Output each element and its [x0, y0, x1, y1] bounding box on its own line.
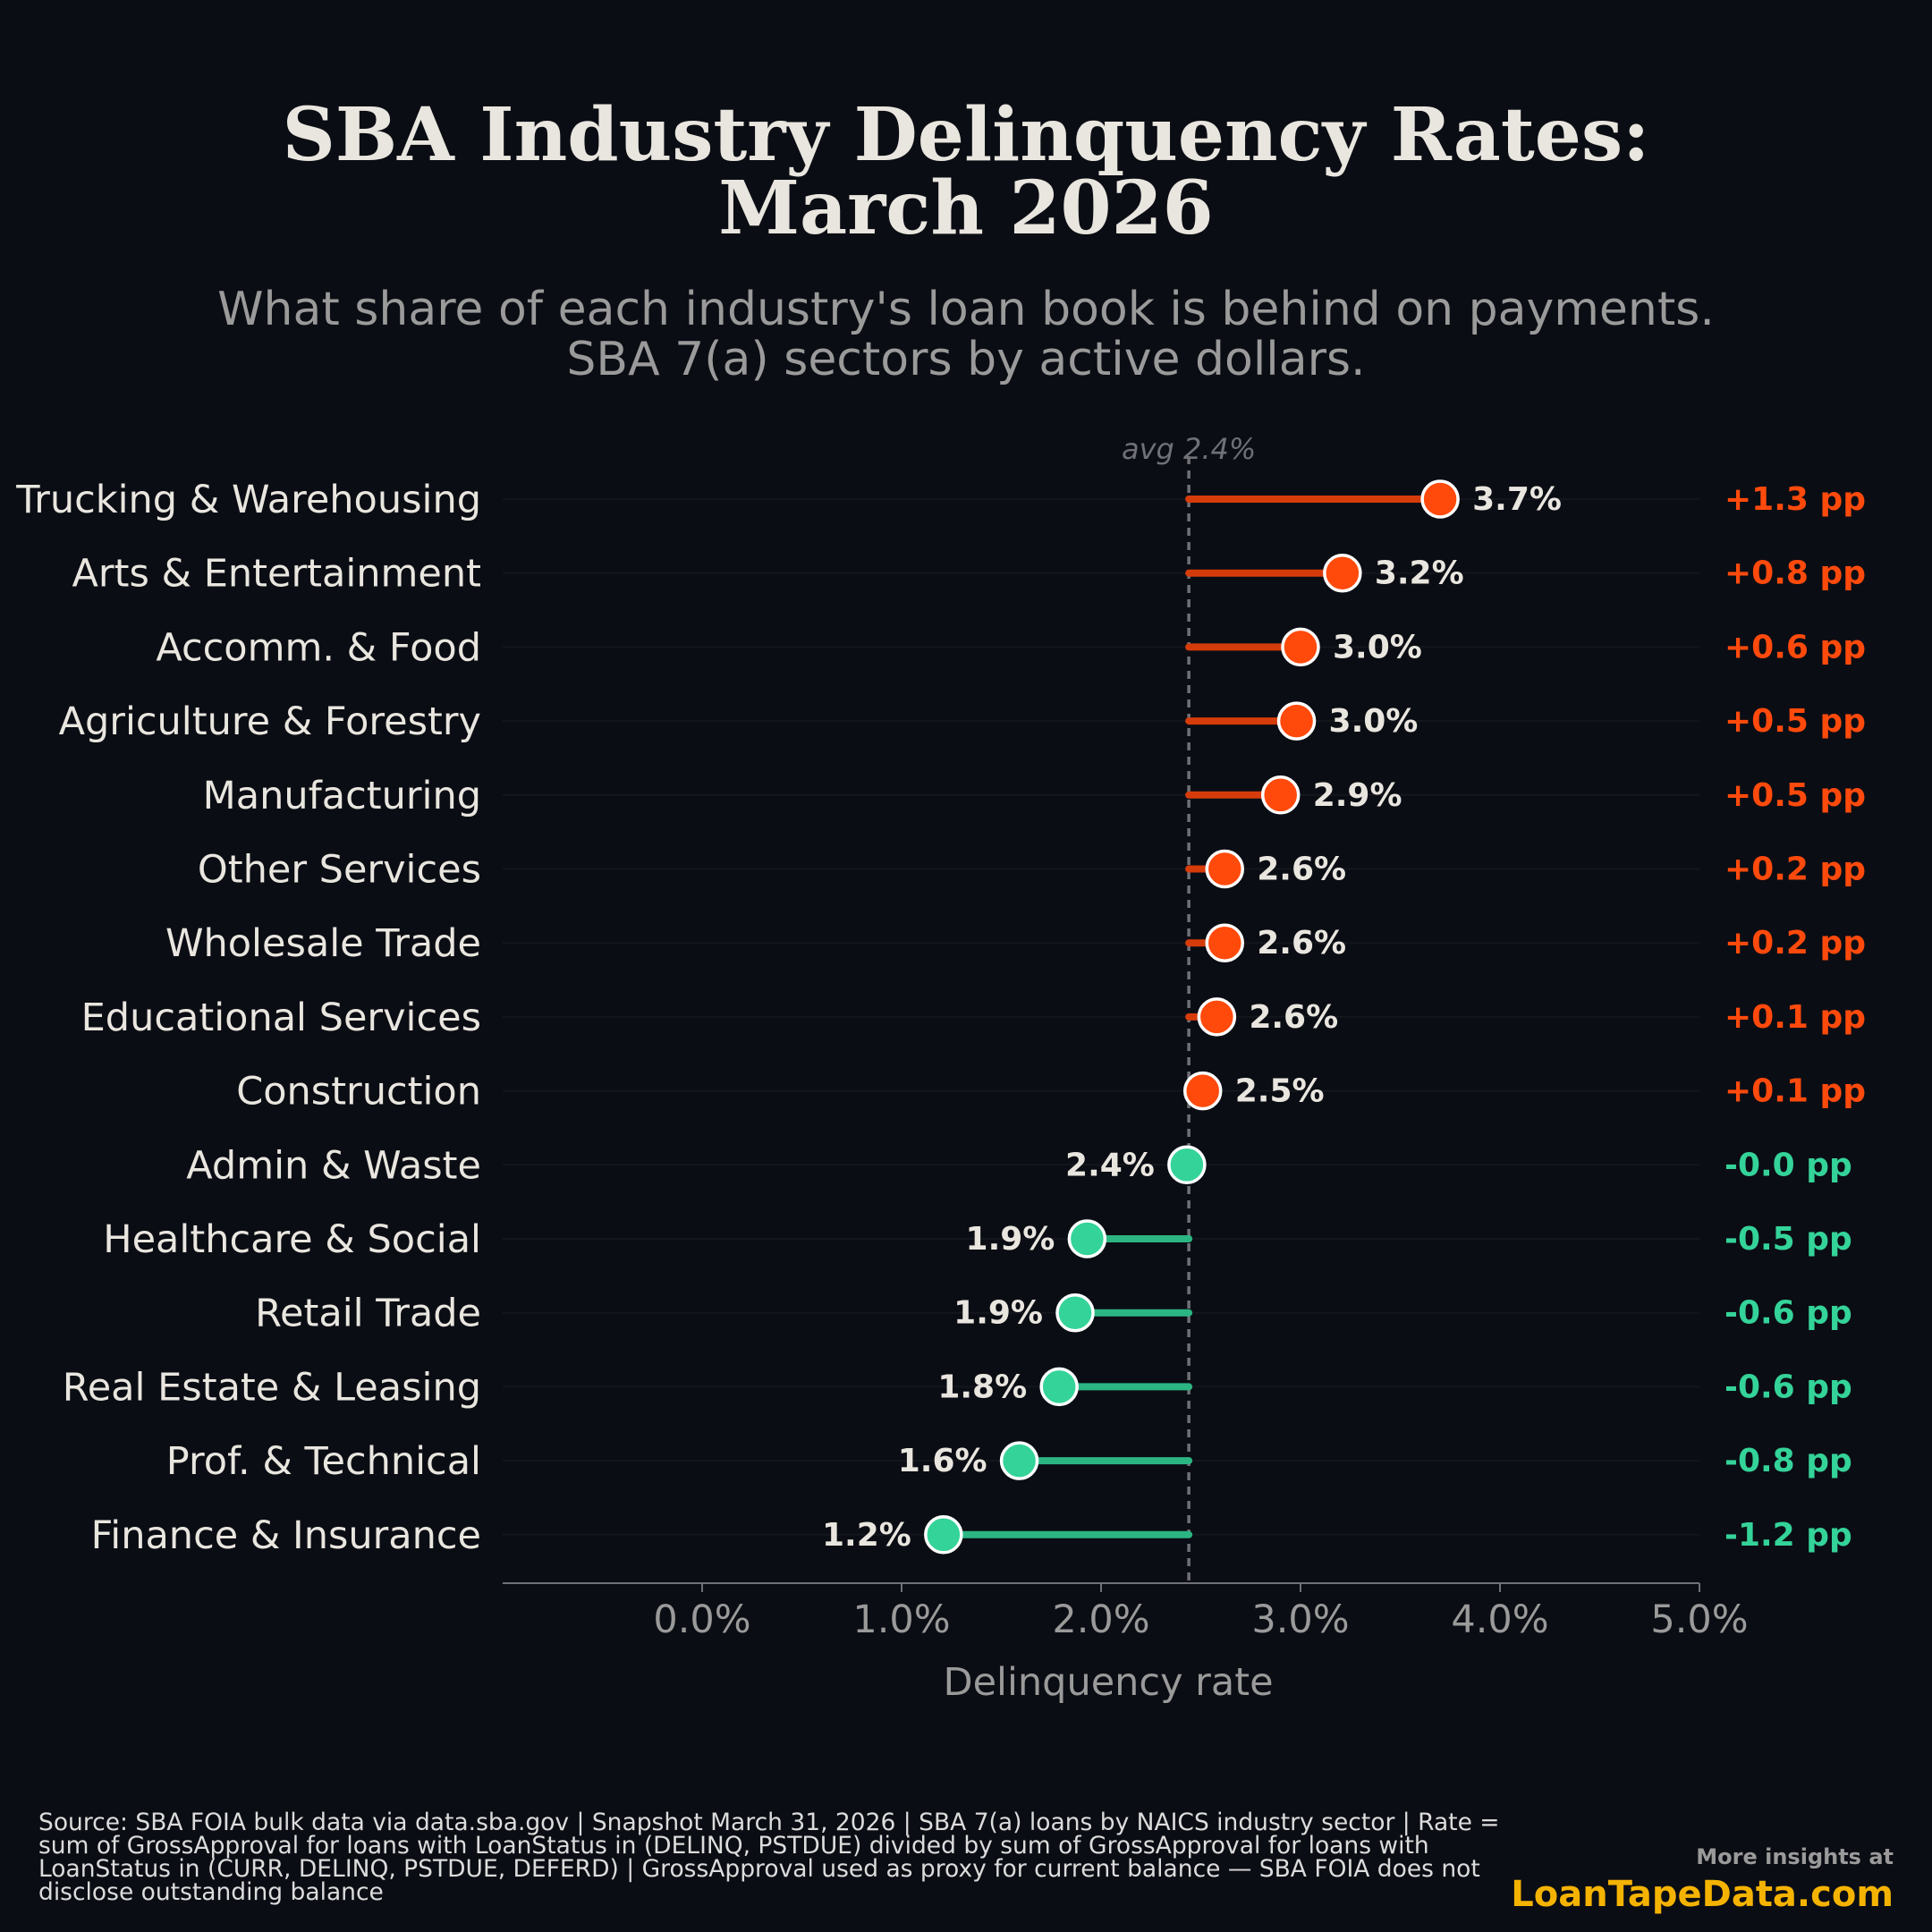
category-label: Wholesale Trade [165, 921, 481, 966]
category-label: Educational Services [81, 996, 481, 1040]
diff-label: +0.5 pp [1724, 777, 1866, 814]
value-label: 1.9% [966, 1221, 1055, 1258]
row-guides [503, 498, 1699, 1536]
value-labels: 3.7%3.2% 3.0% 3.0% 2.9% 2.6% 2.6% 2.6% 2.5% 2.4%… [822, 481, 1562, 1554]
value-label: 2.6% [1257, 925, 1346, 962]
value-label: 2.9% [1313, 777, 1402, 814]
diff-labels: +1.3 pp +0.8 pp +0.6 pp +0.5 pp +0.5 pp +0.2 … [1724, 481, 1866, 1554]
lollipop-dot [1055, 1292, 1095, 1333]
category-label: Admin & Waste [186, 1143, 481, 1188]
x-axis-ticks: 0.0% 1.0% 2.0% 3.0% 4.0% 5.0% [653, 1583, 1749, 1642]
value-label: 3.2% [1375, 555, 1464, 592]
category-label: Retail Trade [255, 1292, 481, 1336]
lollipop-dot [1260, 775, 1301, 815]
lollipop-dot [1323, 553, 1362, 593]
x-tick-label: 4.0% [1451, 1597, 1548, 1642]
diff-label: +0.8 pp [1724, 555, 1866, 592]
dots [924, 479, 1460, 1555]
average-label: avg 2.4% [1122, 432, 1256, 466]
lollipop-dot [1205, 923, 1245, 962]
value-label: 2.4% [1065, 1147, 1155, 1183]
diff-label: -0.6 pp [1724, 1295, 1852, 1332]
chart-title: SBA Industry Delinquency Rates: March 202… [0, 98, 1932, 245]
promo-site-link[interactable]: LoanTapeData.com [1511, 1874, 1894, 1915]
lollipop-dot [924, 1515, 963, 1555]
value-label: 1.8% [937, 1368, 1027, 1405]
value-label: 3.7% [1472, 481, 1562, 518]
value-label: 3.0% [1333, 629, 1422, 665]
diff-label: -0.0 pp [1724, 1147, 1852, 1183]
category-labels: Trucking & Warehousing Arts & Entertainme… [15, 478, 481, 1558]
lollipop-dot [999, 1441, 1039, 1480]
category-label: Real Estate & Leasing [63, 1365, 481, 1410]
lollipop-dot [1281, 627, 1320, 667]
lollipop-dot [1205, 849, 1245, 889]
diff-label: -0.5 pp [1724, 1221, 1852, 1258]
chart-subtitle: What share of each industry's loan book … [0, 284, 1932, 385]
category-label: Finance & Insurance [91, 1513, 481, 1558]
diff-label: +0.2 pp [1724, 852, 1866, 888]
diff-label: +1.3 pp [1724, 481, 1866, 518]
diff-label: +0.6 pp [1724, 629, 1866, 665]
title-line: SBA Industry Delinquency Rates: [282, 92, 1650, 178]
value-label: 2.5% [1235, 1073, 1325, 1110]
lollipop-dot [1167, 1145, 1207, 1185]
source-note: Source: SBA FOIA bulk data via data.sba.… [38, 1809, 1500, 1906]
value-label: 1.2% [822, 1517, 911, 1554]
diff-label: +0.1 pp [1724, 999, 1866, 1036]
category-label: Agriculture & Forestry [59, 699, 481, 744]
lollipop-dot [1182, 1071, 1223, 1111]
category-label: Healthcare & Social [103, 1217, 481, 1262]
value-label: 2.6% [1249, 999, 1338, 1036]
category-label: Prof. & Technical [166, 1439, 481, 1484]
category-label: Accomm. & Food [156, 625, 481, 670]
diff-label: -0.8 pp [1724, 1443, 1852, 1479]
category-label: Arts & Entertainment [72, 552, 481, 597]
diff-label: +0.2 pp [1724, 925, 1866, 962]
diff-label: -1.2 pp [1724, 1517, 1852, 1554]
x-tick-label: 2.0% [1052, 1597, 1149, 1642]
category-label: Other Services [198, 848, 481, 893]
x-tick-label: 5.0% [1650, 1597, 1748, 1642]
x-tick-label: 1.0% [852, 1597, 950, 1642]
diff-label: -0.6 pp [1724, 1368, 1852, 1405]
value-label: 2.6% [1257, 852, 1346, 888]
lollipop-dot [1276, 701, 1317, 741]
lollipop-dot [1067, 1219, 1107, 1258]
subtitle-line: SBA 7(a) sectors by active dollars. [566, 333, 1366, 386]
title-line: March 2026 [718, 165, 1214, 251]
value-label: 3.0% [1329, 703, 1419, 740]
category-label: Construction [236, 1070, 481, 1114]
x-axis-label: Delinquency rate [943, 1660, 1273, 1705]
lollipop-dot [1197, 997, 1237, 1037]
diff-label: +0.1 pp [1724, 1073, 1866, 1110]
value-label: 1.6% [898, 1443, 987, 1479]
subtitle-line: What share of each industry's loan book … [217, 283, 1715, 336]
lollipop-dot [1039, 1367, 1079, 1407]
value-label: 1.9% [953, 1295, 1043, 1332]
category-label: Manufacturing [203, 774, 481, 818]
lollipop-dot [1420, 479, 1460, 519]
x-tick-label: 3.0% [1251, 1597, 1349, 1642]
x-tick-label: 0.0% [653, 1597, 750, 1642]
promo-label: More insights at [1696, 1844, 1894, 1869]
category-label: Trucking & Warehousing [15, 478, 481, 522]
diff-label: +0.5 pp [1724, 703, 1866, 740]
